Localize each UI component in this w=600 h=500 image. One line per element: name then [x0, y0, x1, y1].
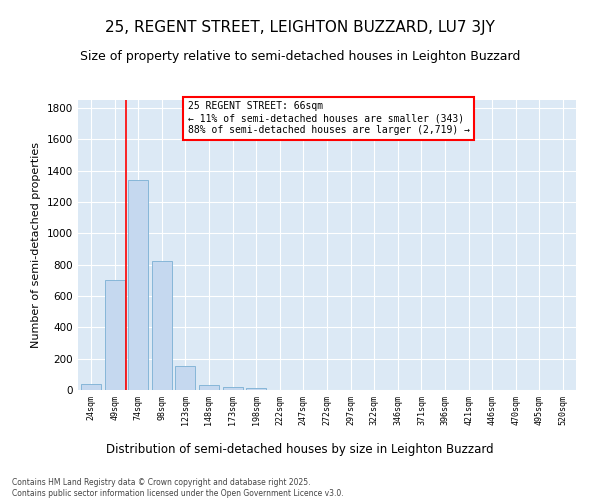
Bar — [81, 384, 101, 390]
Text: Size of property relative to semi-detached houses in Leighton Buzzard: Size of property relative to semi-detach… — [80, 50, 520, 63]
Bar — [128, 180, 148, 390]
Text: Distribution of semi-detached houses by size in Leighton Buzzard: Distribution of semi-detached houses by … — [106, 442, 494, 456]
Bar — [223, 386, 242, 390]
Bar — [246, 388, 266, 390]
Text: 25, REGENT STREET, LEIGHTON BUZZARD, LU7 3JY: 25, REGENT STREET, LEIGHTON BUZZARD, LU7… — [105, 20, 495, 35]
Bar — [104, 280, 125, 390]
Bar — [199, 384, 219, 390]
Text: 25 REGENT STREET: 66sqm
← 11% of semi-detached houses are smaller (343)
88% of s: 25 REGENT STREET: 66sqm ← 11% of semi-de… — [188, 102, 470, 134]
Bar — [175, 366, 196, 390]
Text: Contains HM Land Registry data © Crown copyright and database right 2025.
Contai: Contains HM Land Registry data © Crown c… — [12, 478, 344, 498]
Y-axis label: Number of semi-detached properties: Number of semi-detached properties — [31, 142, 41, 348]
Bar — [152, 262, 172, 390]
